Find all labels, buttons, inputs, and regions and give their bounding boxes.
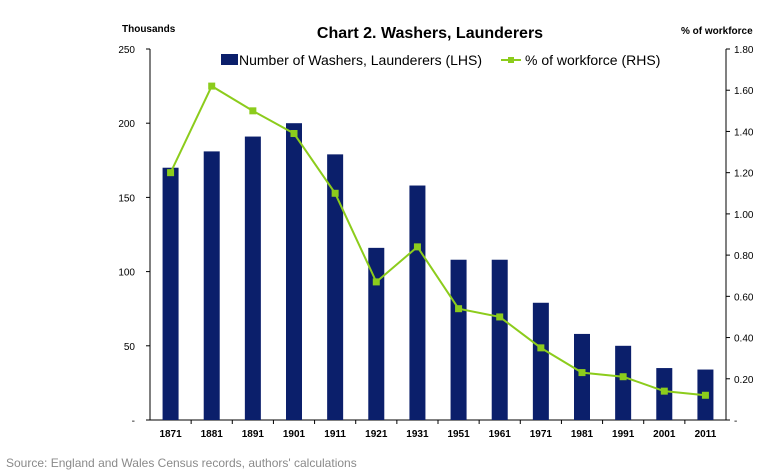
bar-1921 (368, 247, 385, 420)
line-point-1921 (372, 278, 380, 286)
x-tick-label: 1881 (201, 429, 224, 440)
line-series (167, 82, 709, 399)
line-point-1911 (331, 189, 339, 197)
bar-1961 (491, 259, 508, 420)
chart-legend: Number of Washers, Launderers (LHS) % of… (221, 52, 660, 68)
bar-1911 (327, 154, 344, 420)
legend-line-marker (508, 57, 514, 63)
left-tick-label: 150 (118, 193, 135, 204)
line-point-1951 (455, 305, 463, 313)
bar-1931 (409, 185, 426, 420)
right-axis-label: % of workforce (681, 26, 753, 37)
left-tick-label: 200 (118, 119, 135, 130)
right-tick-label: 1.20 (734, 169, 754, 180)
right-tick-label: 0.60 (734, 292, 754, 303)
right-tick-label: 1.00 (734, 210, 754, 221)
line-point-1991 (619, 373, 627, 381)
x-tick-label: 1961 (489, 429, 512, 440)
right-tick-label: - (734, 416, 737, 427)
line-point-1981 (578, 369, 586, 377)
x-tick-label: 1991 (612, 429, 635, 440)
x-tick-label: 1871 (159, 429, 182, 440)
x-tick-label: 1901 (283, 429, 306, 440)
bar-1901 (286, 123, 302, 420)
left-axis-label: Thousands (122, 24, 176, 35)
x-tick-label: 2011 (695, 429, 717, 440)
bar-1991 (615, 345, 632, 420)
bar-1981 (574, 333, 590, 420)
right-tick-label: 1.80 (734, 45, 754, 56)
left-tick-label: - (132, 416, 135, 427)
bar-1871 (162, 167, 179, 420)
workforce-line (169, 84, 706, 397)
legend-bar-swatch (221, 54, 238, 65)
right-tick-label: 0.40 (734, 334, 754, 345)
x-tick-label: 1911 (324, 429, 346, 440)
right-tick-label: 0.80 (734, 251, 754, 262)
left-tick-label: 100 (118, 268, 135, 279)
line-point-1961 (496, 313, 504, 321)
bar-1881 (203, 151, 220, 420)
line-point-1931 (413, 243, 421, 251)
left-tick-label: 50 (124, 342, 136, 353)
bar-1891 (244, 136, 261, 420)
line-point-1971 (537, 344, 545, 352)
line-point-2001 (660, 387, 668, 395)
left-tick-label: 250 (118, 45, 135, 56)
bar-1951 (450, 259, 467, 420)
legend-bar-label: Number of Washers, Launderers (LHS) (239, 52, 482, 68)
x-tick-label: 1931 (406, 429, 429, 440)
right-tick-label: 1.40 (734, 127, 754, 138)
x-tick-label: 1951 (447, 429, 470, 440)
right-tick-label: 1.60 (734, 86, 754, 97)
line-point-2011 (701, 391, 709, 399)
x-tick-label: 1921 (365, 429, 388, 440)
line-point-1881 (208, 82, 216, 90)
bar-series (162, 123, 714, 420)
x-tick-label: 2001 (653, 429, 676, 440)
line-point-1891 (249, 107, 257, 115)
x-axis-labels: 1871 1881 1891 1901 1911 1921 1931 1951 1961 1971… (159, 429, 716, 440)
legend-line-label: % of workforce (RHS) (525, 52, 660, 68)
line-point-1901 (290, 130, 298, 138)
source-note: Source: England and Wales Census records… (6, 456, 357, 470)
right-tick-label: 0.20 (734, 375, 754, 386)
bar-1971 (532, 302, 549, 420)
chart-title: Chart 2. Washers, Launderers (317, 25, 543, 42)
x-tick-label: 1891 (242, 429, 265, 440)
line-point-1871 (167, 169, 175, 177)
x-tick-label: 1981 (571, 429, 594, 440)
x-tick-label: 1971 (530, 429, 553, 440)
